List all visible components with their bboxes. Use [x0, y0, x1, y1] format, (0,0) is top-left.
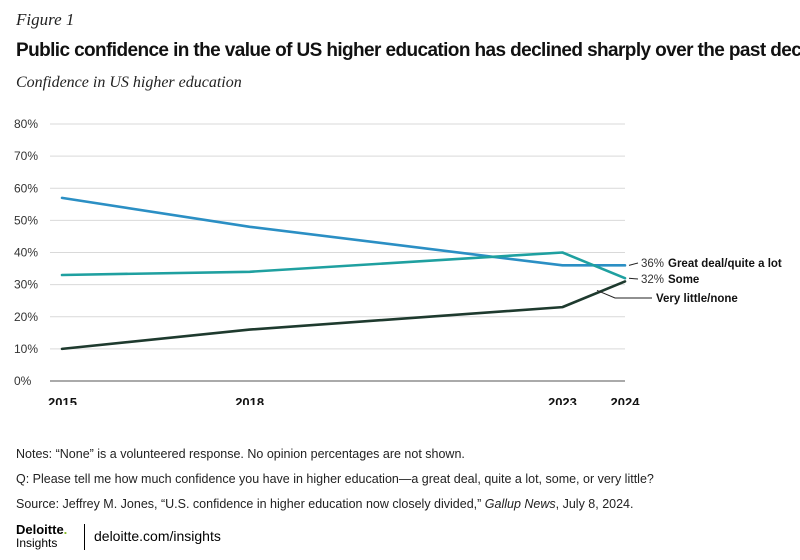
- logo-dot: .: [63, 522, 68, 537]
- figure-label: Figure 1: [16, 10, 75, 29]
- x-tick-label: 2015: [48, 395, 77, 405]
- footer-url[interactable]: deloitte.com/insights: [94, 528, 221, 544]
- leader-line: [628, 262, 639, 266]
- y-axis-ticks: 0% 10% 20% 30% 40% 50% 60% 70% 80%: [14, 117, 38, 388]
- insights-label: Insights: [16, 536, 58, 550]
- chart-title: Public confidence in the value of US hig…: [16, 40, 800, 61]
- series-labels: 36% Great deal/quite a lot 32% Some Very lit…: [596, 258, 782, 305]
- logo-text: Deloitte: [16, 522, 64, 537]
- leader-line: [596, 289, 652, 299]
- y-tick-label: 30%: [14, 278, 38, 292]
- series-line-some: [60, 251, 627, 280]
- line-chart: 0%10%20%30%40%50%60%70%80% 2015 2018 2023 2…: [14, 117, 782, 405]
- y-tick-label: 20%: [14, 310, 38, 324]
- source-line: Source: Jeffrey M. Jones, “U.S. confiden…: [16, 497, 633, 511]
- end-value-label: 36%: [641, 258, 664, 270]
- x-tick-label: 2024: [611, 395, 641, 405]
- question-line: Q: Please tell me how much confidence yo…: [16, 472, 654, 486]
- end-value-label: 32%: [641, 274, 664, 286]
- series-name-label: Very little/none: [656, 293, 738, 305]
- source-prefix: Source: Jeffrey M. Jones, “U.S. confiden…: [16, 497, 482, 511]
- y-tick-label: 10%: [14, 342, 38, 356]
- leader-line: [628, 277, 639, 280]
- y-tick-label: 60%: [14, 181, 38, 195]
- series-line-very-little: [60, 280, 627, 351]
- source-suffix: , July 8, 2024.: [555, 497, 634, 511]
- source-publication: Gallup News: [484, 497, 556, 511]
- series-name-label: Great deal/quite a lot: [668, 258, 782, 270]
- series-line-great-deal: [60, 196, 627, 267]
- x-tick-label: 2023: [548, 395, 577, 405]
- y-tick-label: 80%: [14, 117, 38, 131]
- footer-divider: [84, 524, 85, 550]
- deloitte-logo: Deloitte.: [16, 522, 67, 537]
- notes-line: Notes: “None” is a volunteered response.…: [16, 447, 465, 461]
- x-axis-ticks: 2015 2018 2023 2024: [48, 395, 640, 405]
- x-tick-label: 2018: [235, 395, 264, 405]
- chart-subtitle: Confidence in US higher education: [16, 74, 242, 91]
- y-tick-label: 0%: [14, 374, 32, 388]
- y-tick-label: 70%: [14, 149, 38, 163]
- y-tick-label: 40%: [14, 246, 38, 260]
- y-tick-label: 50%: [14, 213, 38, 227]
- series-name-label: Some: [668, 274, 699, 286]
- gridlines: [50, 123, 625, 382]
- series-lines: [60, 196, 627, 351]
